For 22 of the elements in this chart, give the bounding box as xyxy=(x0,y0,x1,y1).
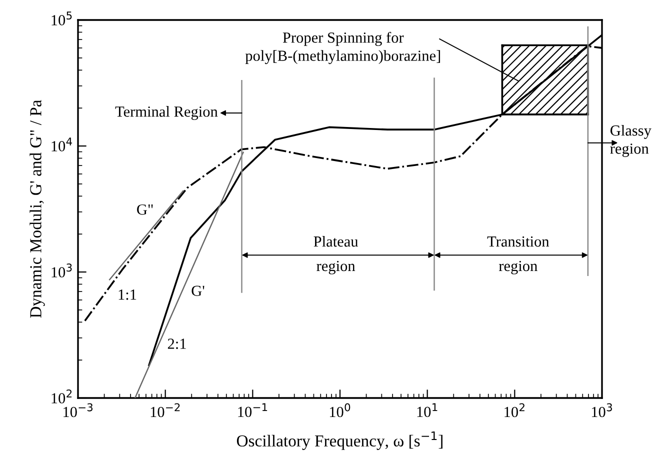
x-tick-label: 10$^{−3}$ xyxy=(64,403,93,418)
y-tick-label: 10$^{4}$ xyxy=(52,138,72,152)
x-tick-label: 10$^{3}$ xyxy=(592,403,612,418)
y-tick-label: 10$^{3}$ xyxy=(52,264,72,278)
annotation: 2:1 xyxy=(168,338,186,349)
y-tick-label: 10$^{2}$ xyxy=(52,390,72,404)
annotation: Terminal Region xyxy=(115,106,218,120)
y-axis-title: Dynamic Moduli, G' and G" / Pa xyxy=(30,100,45,318)
x-tick-label: 10$^{−2}$ xyxy=(150,403,180,418)
annotation: Plateau region xyxy=(314,236,358,274)
y-tick-label: 10$^{5}$ xyxy=(52,12,72,26)
x-tick-label: 10$^{−1}$ xyxy=(238,403,268,418)
x-tick-label: 10$^{1}$ xyxy=(417,403,438,418)
x-tick-label: 10$^{2}$ xyxy=(504,403,524,418)
annotation: G' xyxy=(192,286,204,296)
annotation: Transition region xyxy=(487,236,550,274)
annotation: 1:1 xyxy=(118,290,136,300)
x-tick-label: 10$^{0}$ xyxy=(330,403,350,418)
text: Glassy region xyxy=(610,124,652,157)
annotation: G" xyxy=(137,204,153,215)
x-axis-title: Oscillatory Frequency, ω [s$^{−1}$] xyxy=(236,432,442,450)
annotation: Proper Spinning for poly[B-(methylamino)borazine] xyxy=(245,32,440,64)
